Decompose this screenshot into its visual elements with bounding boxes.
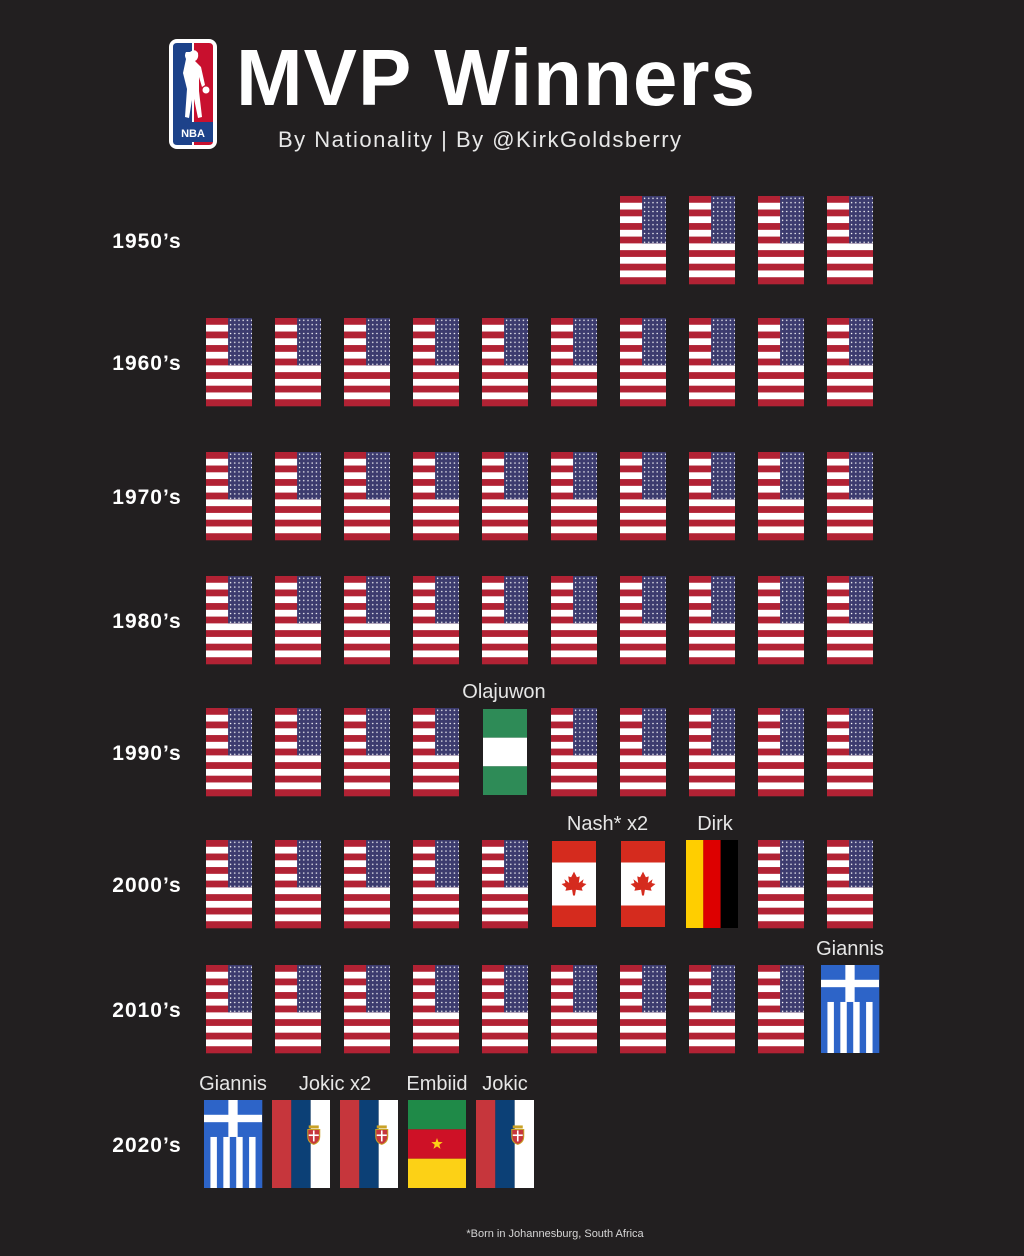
flag-usa (689, 318, 735, 407)
flag-usa (206, 840, 252, 929)
player-annotation: Embiid (406, 1073, 467, 1095)
decade-label: 2020’s (112, 1134, 181, 1157)
flag-germany (686, 840, 738, 928)
flag-usa (275, 576, 321, 665)
flag-usa (275, 452, 321, 541)
flag-greece (821, 965, 880, 1053)
flag-usa (620, 708, 666, 797)
player-annotation: Dirk (697, 813, 734, 835)
flag-cameroon (408, 1100, 466, 1188)
player-annotation: Jokic x2 (299, 1073, 371, 1095)
flag-usa (413, 965, 459, 1054)
flag-usa (758, 840, 804, 929)
flag-usa (689, 196, 735, 285)
flag-usa (827, 318, 873, 407)
flag-usa (344, 576, 390, 665)
decade-label: 2010’s (112, 999, 181, 1022)
flag-usa (413, 452, 459, 541)
flag-serbia (476, 1100, 534, 1188)
player-annotation: Nash* x2 (567, 813, 648, 835)
flag-usa (620, 965, 666, 1054)
page-title: MVP Winners (236, 33, 757, 122)
flag-usa (620, 576, 666, 665)
flag-usa (758, 318, 804, 407)
nba-logo-icon: NBA (169, 39, 217, 149)
flag-usa (758, 576, 804, 665)
flag-usa (206, 576, 252, 665)
flag-usa (620, 452, 666, 541)
player-annotation: Giannis (199, 1073, 267, 1095)
flag-usa (413, 708, 459, 797)
flag-usa (758, 196, 804, 285)
decade-label: 1960’s (112, 352, 181, 375)
flag-nigeria (483, 709, 527, 795)
decade-label: 1950’s (112, 230, 181, 253)
flag-canada (621, 841, 665, 927)
flag-usa (689, 452, 735, 541)
flag-usa (827, 196, 873, 285)
flag-serbia (272, 1100, 330, 1188)
flag-usa (413, 840, 459, 929)
flag-serbia (340, 1100, 398, 1188)
page-subtitle: By Nationality | By @KirkGoldsberry (278, 127, 683, 152)
flag-usa (344, 965, 390, 1054)
flag-usa (689, 965, 735, 1054)
flag-usa (482, 965, 528, 1054)
flag-usa (206, 708, 252, 797)
flag-usa (206, 318, 252, 407)
player-annotation: Jokic (482, 1073, 528, 1095)
flag-usa (551, 452, 597, 541)
flag-usa (482, 576, 528, 665)
flag-canada (552, 841, 596, 927)
flag-usa (689, 708, 735, 797)
flag-usa (482, 318, 528, 407)
flag-usa (413, 318, 459, 407)
flag-usa (275, 965, 321, 1054)
flag-usa (758, 708, 804, 797)
flag-usa (758, 452, 804, 541)
flag-usa (689, 576, 735, 665)
flag-usa (275, 840, 321, 929)
flag-usa (413, 576, 459, 665)
flag-usa (827, 452, 873, 541)
flag-usa (344, 840, 390, 929)
decade-label: 2000’s (112, 874, 181, 897)
flag-usa (620, 196, 666, 285)
flag-usa (275, 318, 321, 407)
flag-usa (206, 965, 252, 1054)
flag-usa (206, 452, 252, 541)
footnote: *Born in Johannesburg, South Africa (466, 1228, 644, 1240)
decade-label: 1980’s (112, 610, 181, 633)
player-annotation: Olajuwon (462, 681, 545, 703)
player-annotation: Giannis (816, 938, 884, 960)
nba-logo-text: NBA (181, 128, 205, 140)
flag-usa (275, 708, 321, 797)
flag-usa (482, 452, 528, 541)
flag-usa (344, 318, 390, 407)
flag-greece (204, 1100, 263, 1188)
decade-label: 1970’s (112, 486, 181, 509)
flag-usa (827, 840, 873, 929)
flag-usa (551, 576, 597, 665)
flag-usa (758, 965, 804, 1054)
flag-usa (551, 965, 597, 1054)
flag-usa (482, 840, 528, 929)
flag-usa (620, 318, 666, 407)
flag-usa (551, 318, 597, 407)
flag-usa (344, 708, 390, 797)
decade-label: 1990’s (112, 742, 181, 765)
flag-usa (827, 576, 873, 665)
flag-usa (344, 452, 390, 541)
flag-usa (551, 708, 597, 797)
flag-usa (827, 708, 873, 797)
